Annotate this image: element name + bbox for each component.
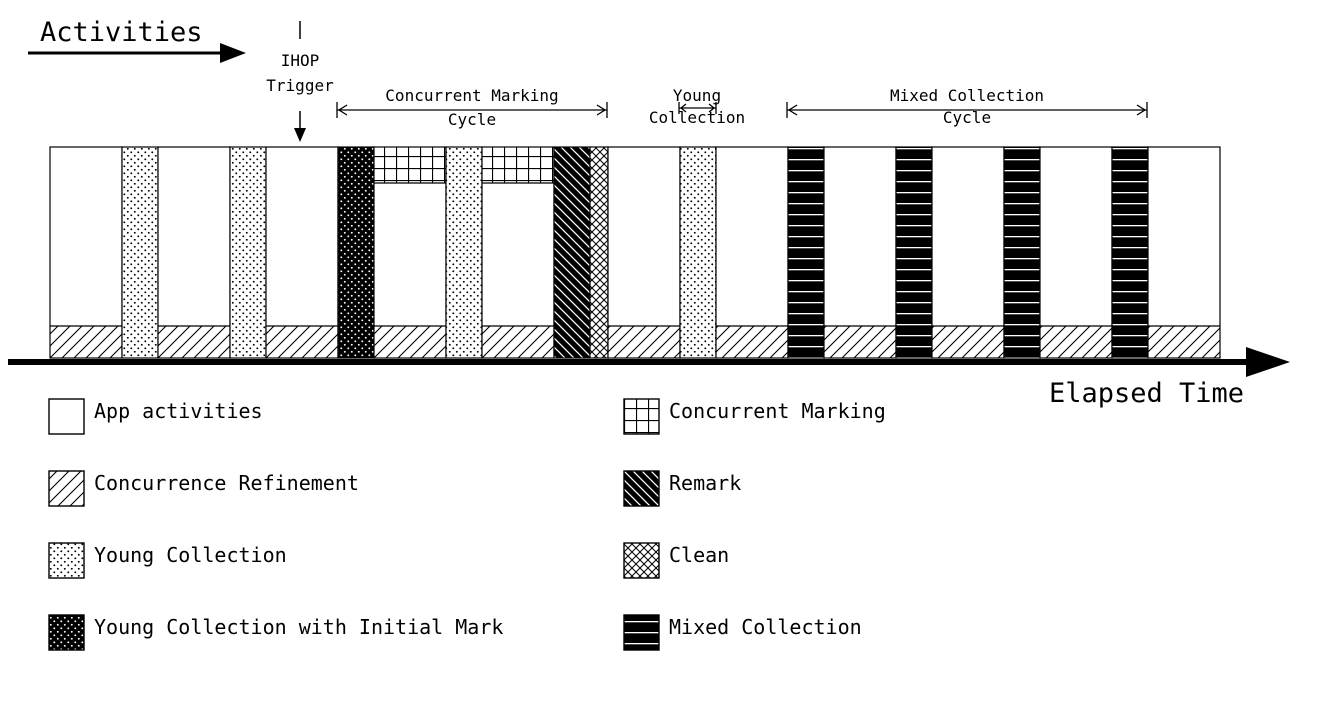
legend-swatch-app [48,398,85,435]
legend-item-young: Young Collection [48,542,287,579]
legend-item-refine: Concurrence Refinement [48,470,359,507]
legend-label-mixed: Mixed Collection [669,615,862,639]
ihop-trigger-label-line2: Trigger [266,76,334,95]
timeline-block-young [679,146,717,359]
timeline-block-young [121,146,159,359]
phase-label-concurrent-marking-line1: Concurrent Marking [385,86,558,105]
legend-item-marking: Concurrent Marking [623,398,886,435]
phase-label-young-collection-line1: Young [673,86,721,105]
legend-swatch-mixed [623,614,660,651]
timeline-block-initial [337,146,375,359]
phase-label-mixed-collection-line2: Cycle [943,108,991,127]
timeline-block-app [265,146,339,359]
activities-title: Activities [40,17,203,48]
ihop-trigger-label-line1: IHOP [281,51,320,70]
phase-label-concurrent-marking-line2: Cycle [448,110,496,129]
legend-label-initial: Young Collection with Initial Mark [94,615,503,639]
activities-arrow [28,43,246,63]
timeline-block-mixed [895,146,933,359]
mixed-collection-cycle-bracket [786,102,1148,118]
ihop-trigger-marker [294,21,306,142]
legend-label-young: Young Collection [94,543,287,567]
phase-label-mixed-collection-line1: Mixed Collection [890,86,1044,105]
legend-item-mixed: Mixed Collection [623,614,862,651]
time-axis [8,347,1290,377]
legend-swatch-marking [623,398,660,435]
timeline-block-app-marking [481,146,555,359]
phase-label-young-collection-line2: Collection [649,108,745,127]
timeline-block-app [931,146,1005,359]
legend-item-app: App activities [48,398,263,435]
legend-label-refine: Concurrence Refinement [94,471,359,495]
timeline-block-app-marking [373,146,447,359]
timeline-block-mixed [1003,146,1041,359]
legend-swatch-initial [48,614,85,651]
legend-label-remark: Remark [669,471,741,495]
timeline-block-app [715,146,789,359]
young-collection-bracket [678,102,717,114]
legend-label-marking: Concurrent Marking [669,399,886,423]
legend-label-app: App activities [94,399,263,423]
legend-swatch-young [48,542,85,579]
timeline-block-app [607,146,681,359]
timeline-block-young [229,146,267,359]
timeline-blocks [49,146,1221,359]
legend-label-clean: Clean [669,543,729,567]
elapsed-time-label: Elapsed Time [1049,378,1244,409]
timeline-block-mixed [787,146,825,359]
legend-swatch-remark [623,470,660,507]
legend-item-clean: Clean [623,542,729,579]
legend-item-initial: Young Collection with Initial Mark [48,614,503,651]
timeline-block-app [49,146,123,359]
timeline-block-clean [589,146,609,359]
legend-item-remark: Remark [623,470,741,507]
timeline-block-remark [553,146,591,359]
timeline-block-app [1147,146,1221,359]
legend-swatch-refine [48,470,85,507]
timeline-block-mixed [1111,146,1149,359]
concurrent-marking-cycle-bracket [336,102,608,118]
legend: App activities Concurrence Refinement Youn… [48,398,886,651]
legend-swatch-clean [623,542,660,579]
timeline-block-app [1039,146,1113,359]
timeline-block-app [157,146,231,359]
timeline-block-young [445,146,483,359]
timeline-block-app [823,146,897,359]
